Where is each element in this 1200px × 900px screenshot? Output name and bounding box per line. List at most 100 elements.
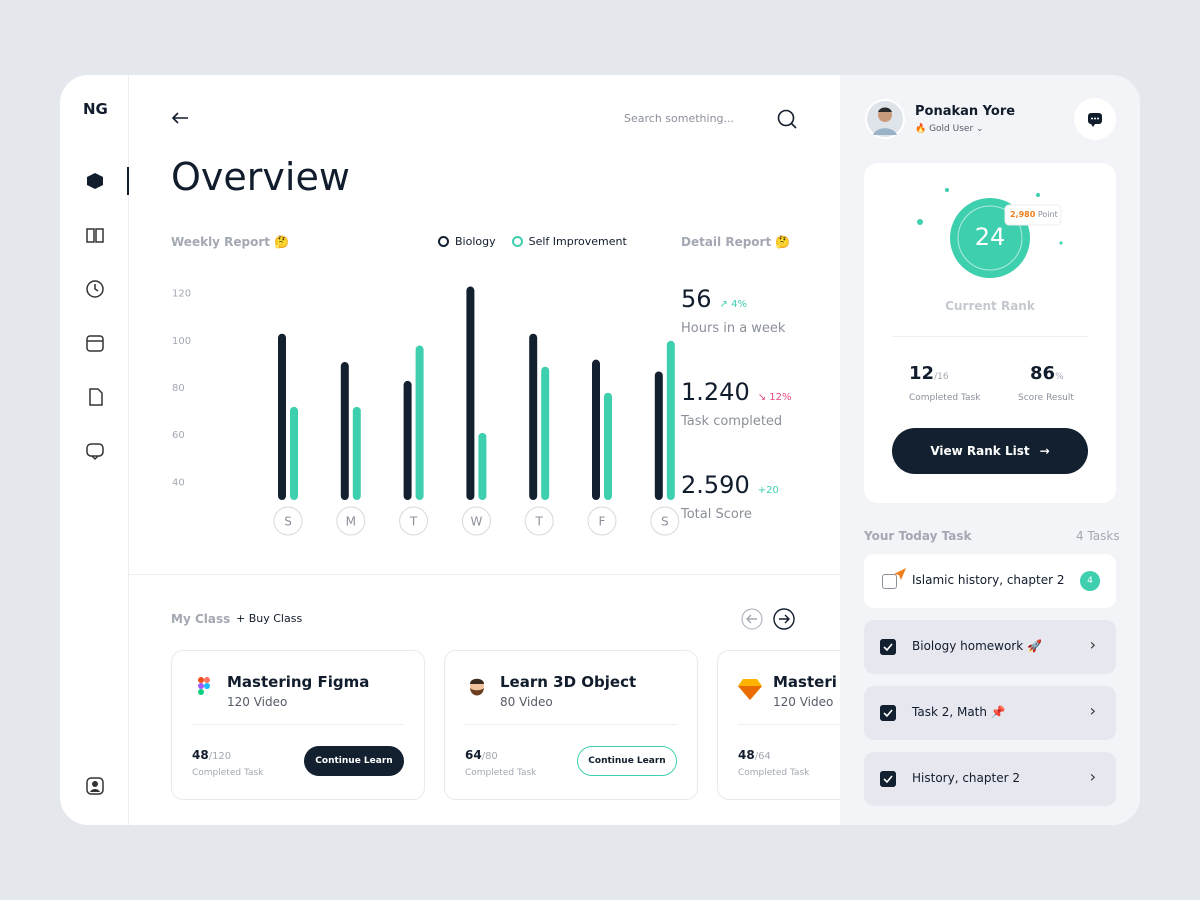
buy-class[interactable]: + Buy Class	[236, 612, 303, 625]
class-total: /120	[208, 751, 232, 762]
continue-button[interactable]: Continue Learn	[577, 746, 677, 776]
bar	[592, 359, 600, 500]
task-item[interactable]: History, chapter 2 ›	[864, 752, 1116, 806]
today-title: Your Today Task	[864, 529, 972, 543]
task-item[interactable]: Islamic history, chapter 2 4	[864, 554, 1116, 608]
task-item[interactable]: Biology homework 🚀 ›	[864, 620, 1116, 674]
detail-label: Total Score	[681, 507, 752, 522]
class-done: 64	[465, 748, 482, 762]
legend: Biology Self Improvement	[438, 235, 627, 248]
divider	[128, 574, 840, 575]
task-item[interactable]: Task 2, Math 📌 ›	[864, 686, 1116, 740]
cursor-icon	[894, 568, 906, 580]
detail-value: 56	[681, 285, 712, 313]
rank-card: 24 2,980 Point Current Rank 12/16 Comple…	[864, 163, 1116, 503]
legend-label: Self Improvement	[528, 235, 627, 248]
x-tick-badge	[336, 506, 366, 536]
tasks-total: /16	[934, 372, 949, 382]
x-tick-badge	[524, 506, 554, 536]
nav-profile[interactable]	[84, 775, 106, 797]
x-tick-label: S	[284, 515, 292, 529]
detail-change-value: 12%	[769, 392, 792, 403]
detail-change-value: 4%	[731, 299, 747, 310]
view-rank-button[interactable]: View Rank List →	[892, 428, 1088, 474]
bar	[290, 406, 298, 500]
trend-icon: ↗	[719, 299, 732, 310]
search-icon[interactable]	[776, 108, 798, 130]
view-rank-label: View Rank List	[930, 444, 1030, 458]
message-button[interactable]	[1074, 98, 1116, 140]
class-icon-sketch	[738, 679, 762, 700]
x-tick-badge	[273, 506, 303, 536]
search-input[interactable]: Search something...	[624, 112, 735, 125]
carousel-arrows[interactable]	[740, 607, 800, 631]
class-card: Learn 3D Object 80 Video 64/80 Completed Ta…	[444, 650, 698, 800]
class-title: Masteri	[773, 673, 837, 691]
bar	[666, 340, 675, 500]
task-title: History, chapter 2	[912, 771, 1020, 785]
points-unit: Point	[1037, 210, 1058, 219]
divider	[465, 724, 677, 725]
nav-chat[interactable]	[84, 440, 106, 462]
task-badge: 4	[1080, 571, 1100, 591]
class-title: My Class	[171, 612, 231, 626]
bar	[403, 380, 412, 500]
buy-class-label: Buy Class	[248, 612, 303, 625]
divider	[738, 724, 840, 725]
avatar	[865, 99, 905, 139]
nav-clock[interactable]	[84, 278, 106, 300]
bar	[352, 406, 361, 500]
x-tick-label: T	[409, 515, 418, 529]
class-icon-figma	[198, 677, 210, 695]
x-tick-label: S	[661, 515, 669, 529]
task-title: Task 2, Math 📌	[912, 705, 1006, 719]
chart-title: Weekly Report 🤔	[171, 235, 290, 249]
legend-label: Biology	[455, 235, 496, 248]
sidebar: NG	[60, 75, 129, 825]
detail-change: ↘ 12%	[758, 392, 792, 403]
nav-report[interactable]	[84, 386, 106, 408]
detail-change: +20	[758, 485, 779, 496]
class-caption: Completed Task	[192, 768, 264, 778]
bar	[541, 366, 550, 500]
nav-indicator	[127, 167, 129, 195]
profile-level[interactable]: 🔥 Gold User ⌄	[915, 124, 984, 134]
class-progress: 48/64	[738, 748, 771, 762]
y-tick-label: 40	[172, 477, 185, 488]
legend-swatch	[438, 236, 449, 247]
legend-swatch	[511, 236, 523, 247]
score-unit: %	[1055, 372, 1064, 382]
chevron-icon: ›	[1089, 701, 1096, 720]
nav-calendar[interactable]	[84, 332, 106, 354]
bar	[529, 333, 538, 500]
detail-row: 2.590 +20	[681, 471, 821, 499]
nav-book[interactable]	[84, 224, 106, 246]
detail-item: 56 ↗ 4% Hours in a week	[681, 285, 821, 336]
continue-button[interactable]: Continue Learn	[304, 746, 404, 776]
bar	[466, 286, 475, 500]
arrow-icon: →	[1039, 444, 1050, 458]
tasks-label: Completed Task	[909, 393, 981, 403]
class-icon-avatar	[470, 678, 484, 696]
profile-level-label: Gold User	[929, 124, 974, 134]
y-tick-label: 100	[172, 336, 191, 347]
detail-change-value: +20	[757, 485, 779, 496]
score-value: 86%	[1030, 363, 1064, 384]
score-label: Score Result	[1018, 393, 1074, 403]
x-tick-badge	[587, 506, 617, 536]
class-done: 48	[738, 748, 755, 762]
class-total: /80	[481, 751, 498, 762]
divider	[892, 336, 1088, 337]
detail-item: 1.240 ↘ 12% Task completed	[681, 378, 821, 429]
back-button[interactable]	[170, 110, 190, 126]
x-tick-badge	[461, 506, 491, 536]
brand: NG	[83, 100, 108, 118]
nav-overview[interactable]	[84, 170, 106, 192]
bar	[415, 345, 424, 500]
detail-value: 2.590	[681, 471, 750, 499]
detail-label: Hours in a week	[681, 321, 786, 336]
class-videos: 120 Video	[773, 695, 834, 709]
bar	[654, 371, 663, 500]
task-title: Biology homework 🚀	[912, 639, 1042, 653]
detail-change: ↗ 4%	[720, 299, 747, 310]
